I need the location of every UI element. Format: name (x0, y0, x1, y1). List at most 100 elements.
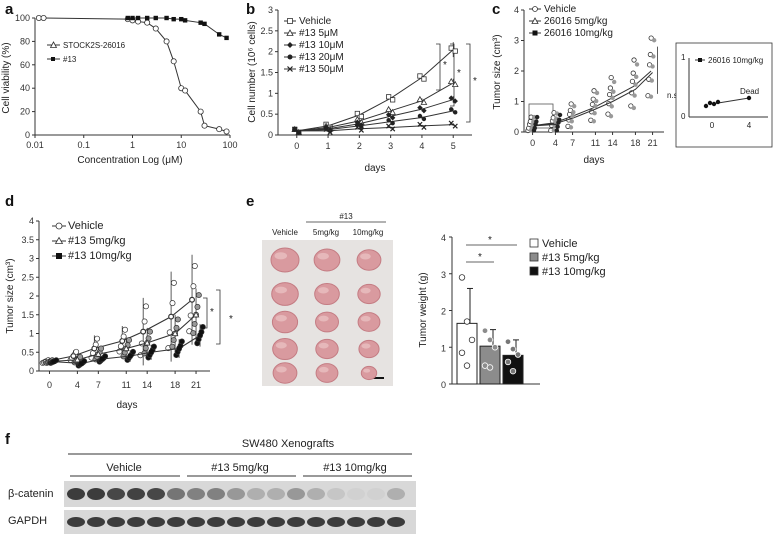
chart-a-xtick-label: 100 (222, 140, 237, 150)
chart-b-point (385, 112, 392, 118)
chart-a-point (182, 87, 189, 94)
chart-e-ytick-label: 4 (441, 233, 446, 243)
chart-d-ytick-label: 4 (29, 216, 34, 226)
chart-d-xtick-label: 14 (142, 380, 152, 390)
chart-b-point (417, 121, 423, 127)
chart-c-point (634, 74, 639, 80)
inset-point (746, 95, 752, 101)
tumor-specimen (272, 337, 298, 361)
chart-c-point (611, 79, 617, 85)
blot-band (227, 517, 245, 527)
chart-e-ylabel: Tumor weight (g) (418, 272, 429, 347)
panel-label-d: d (5, 193, 14, 210)
chart-d-point (174, 316, 181, 323)
chart-d-point (190, 283, 197, 290)
chart-c-point (608, 74, 614, 81)
chart-c-point (591, 119, 597, 124)
chart-c-point (534, 114, 540, 120)
chart-a-point (224, 35, 229, 41)
sig-d-2: * (229, 314, 233, 325)
chart-d-ytick-label: 0 (29, 366, 34, 376)
inset-ytick-0: 0 (681, 112, 686, 121)
inset-xtick-0: 0 (710, 121, 715, 130)
chart-c-xtick-label: 11 (591, 138, 600, 148)
chart-b-point (421, 116, 427, 122)
legend-b-label-2: #13 5μM (299, 28, 338, 39)
chart-c-point (557, 117, 562, 122)
blot-band (287, 517, 305, 527)
legend-e-label-2: #13 5mg/kg (542, 252, 599, 264)
chart-c-xtick-label: 7 (570, 138, 575, 148)
chart-b-point (296, 129, 302, 135)
chart-c-point (606, 91, 613, 98)
chart-d-ytick-label: 2 (29, 291, 34, 301)
blot-row-label-1: β-catenin (8, 488, 53, 500)
inset-point (703, 103, 709, 109)
photo-col-vehicle: Vehicle (272, 228, 298, 237)
panel-label-b: b (246, 1, 255, 18)
chart-d-legend: Vehicle #13 5mg/kg #13 10mg/kg (52, 220, 132, 262)
chart-d-ytick-label: 1.5 (21, 310, 34, 320)
chart-c-point (632, 93, 637, 98)
chart-a-point (216, 126, 223, 133)
chart-c-point (651, 54, 656, 59)
chart-a-point (125, 15, 130, 21)
chart-d-mean-marker (168, 314, 174, 320)
chart-d-point (191, 320, 198, 327)
chart-d-xtick-label: 0 (47, 380, 52, 390)
chart-b-point (417, 73, 423, 79)
tumor-highlight (360, 287, 371, 294)
chart-c-point (611, 89, 616, 94)
chart-b-point (323, 125, 329, 131)
chart-d-mean-marker (74, 356, 81, 363)
legend-b-marker-1 (287, 18, 293, 24)
legend-e-label-1: Vehicle (542, 238, 577, 250)
chart-c-point (630, 70, 636, 76)
tumor-specimen (360, 365, 378, 381)
chart-e-point (504, 338, 512, 345)
chart-c-legend: Vehicle 26016 5mg/kg 26016 10mg/kg (529, 4, 613, 39)
chart-e-point (504, 358, 512, 366)
chart-a-point (135, 15, 141, 21)
chart-b-point (386, 123, 392, 129)
chart-a-ytick-label: 20 (20, 107, 30, 117)
chart-d-point (120, 333, 127, 340)
chart-d-point (169, 343, 176, 350)
chart-c-xtick-label: 4 (553, 138, 558, 148)
tumor-specimen (313, 248, 341, 272)
legend-d-marker-2 (54, 236, 64, 244)
chart-c-point (649, 78, 654, 83)
chart-e-point (491, 344, 499, 351)
chart-d-point (178, 338, 185, 345)
legend-b-label-1: Vehicle (299, 16, 332, 27)
tumor-highlight (317, 287, 329, 294)
chart-b-legend: Vehicle #13 5μM #13 10μM #13 20μM #13 50… (284, 16, 344, 75)
chart-d-ytick-label: 0.5 (21, 347, 34, 357)
chart-c-point (631, 57, 637, 63)
chart-a-point (198, 20, 203, 25)
panel-label-a: a (5, 1, 14, 18)
inset-ytick-1: 1 (681, 53, 686, 62)
blot-band (187, 488, 205, 500)
chart-d-point (142, 345, 149, 352)
chart-d-mean-marker (176, 346, 182, 351)
chart-d-mean-marker (100, 356, 105, 362)
legend-d-label-2: #13 5mg/kg (68, 235, 125, 247)
chart-d-point (126, 337, 132, 344)
blot-band (327, 488, 345, 500)
sig-b-1: * (443, 60, 447, 71)
inset-xtick-4: 4 (747, 121, 752, 130)
chart-b-point (447, 77, 455, 85)
chart-a-point (144, 15, 150, 21)
chart-b-point (452, 98, 458, 104)
chart-d-point (122, 326, 128, 333)
chart-d-point (73, 348, 80, 355)
chart-d-point (143, 303, 149, 310)
chart-c-point (607, 85, 613, 91)
panel-label-c: c (492, 1, 500, 18)
chart-a-point (153, 15, 158, 21)
sig-e-1: * (478, 252, 482, 263)
tumor-specimen (358, 339, 380, 359)
chart-d-mean-marker (143, 339, 151, 346)
